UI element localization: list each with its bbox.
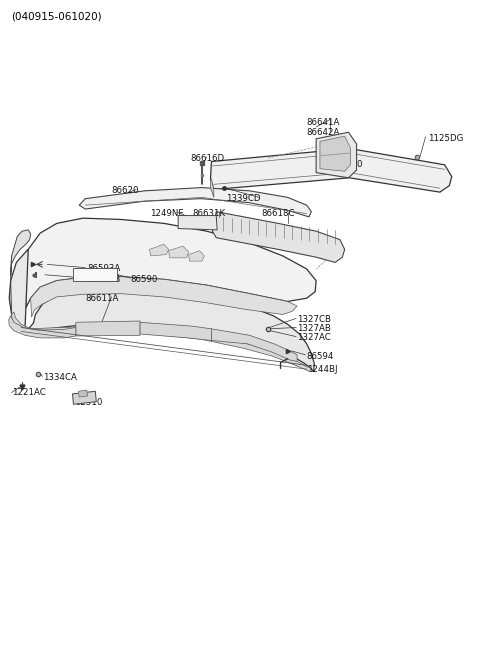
Polygon shape <box>12 312 311 372</box>
Text: (040915-061020): (040915-061020) <box>12 12 102 22</box>
Text: 86593A: 86593A <box>88 265 121 273</box>
Text: 1327AC: 1327AC <box>297 333 331 343</box>
Polygon shape <box>31 276 297 317</box>
Text: 1125DG: 1125DG <box>428 134 463 143</box>
Polygon shape <box>26 218 316 308</box>
Text: 1221AC: 1221AC <box>12 388 45 397</box>
Text: 1249NE: 1249NE <box>150 209 183 218</box>
Polygon shape <box>11 230 31 276</box>
Polygon shape <box>213 212 345 263</box>
Polygon shape <box>79 187 312 217</box>
Text: 1339CD: 1339CD <box>226 194 260 203</box>
Text: 86631K: 86631K <box>192 209 226 218</box>
Text: 86641A: 86641A <box>307 118 340 127</box>
Polygon shape <box>9 316 76 338</box>
Text: 86594: 86594 <box>307 352 334 361</box>
Text: 86620: 86620 <box>111 186 139 195</box>
Polygon shape <box>78 390 88 397</box>
Polygon shape <box>212 329 297 362</box>
Polygon shape <box>211 179 214 197</box>
Polygon shape <box>211 149 452 192</box>
Polygon shape <box>316 132 357 178</box>
Polygon shape <box>9 250 314 372</box>
Text: 1334CA: 1334CA <box>44 373 77 382</box>
Text: 1327CB: 1327CB <box>297 315 331 324</box>
Polygon shape <box>168 246 189 258</box>
Text: 86595B: 86595B <box>88 275 121 284</box>
Text: 86618C: 86618C <box>262 209 295 218</box>
Polygon shape <box>140 322 212 341</box>
Text: 92510: 92510 <box>76 398 103 407</box>
Polygon shape <box>178 215 217 230</box>
Text: 86611A: 86611A <box>85 293 119 303</box>
Text: 86590: 86590 <box>131 275 158 284</box>
Text: 86616D: 86616D <box>190 154 224 163</box>
Text: 1244BJ: 1244BJ <box>307 365 337 374</box>
Text: 1327AB: 1327AB <box>297 324 331 333</box>
Polygon shape <box>150 244 168 256</box>
Polygon shape <box>76 321 140 336</box>
Text: 86642A: 86642A <box>307 128 340 137</box>
Polygon shape <box>72 391 96 404</box>
Polygon shape <box>320 136 350 172</box>
Polygon shape <box>189 251 204 261</box>
FancyBboxPatch shape <box>73 268 117 280</box>
Text: 86630: 86630 <box>335 160 363 169</box>
